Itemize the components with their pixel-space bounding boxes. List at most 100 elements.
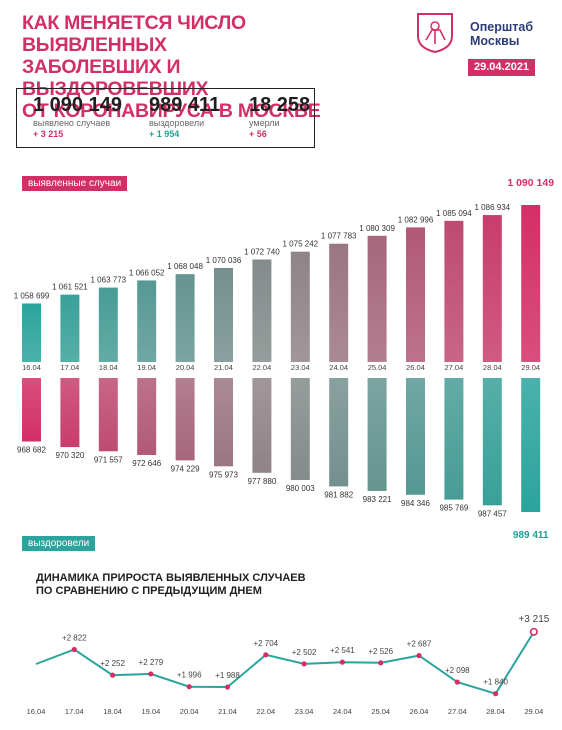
- bar-value-label: 1 090 149: [507, 177, 554, 189]
- stat-delta: + 56: [249, 129, 267, 139]
- bar-recovered: [367, 378, 387, 491]
- bar-value-label: 1 061 521: [52, 283, 88, 292]
- line-point: [148, 671, 154, 677]
- stat-value: 989 411: [149, 94, 221, 116]
- bar-value-label: 970 320: [55, 451, 84, 460]
- title-line: ОТ КОРОНАВИРУСА В МОСКВЕ: [22, 100, 321, 122]
- x-tick-label: 16.04: [22, 363, 41, 372]
- line-point: [378, 660, 384, 666]
- bar-value-label: 972 646: [132, 459, 161, 468]
- bar-value-label: 981 882: [324, 490, 353, 499]
- bar-cases: [482, 215, 502, 362]
- bar-cases: [290, 251, 310, 362]
- line-point: [416, 652, 422, 659]
- bar-value-label: 1 063 773: [91, 276, 127, 285]
- line-value-label: +1 988: [215, 671, 240, 680]
- bar-value-label: 1 085 094: [436, 209, 472, 218]
- bar-value-label: 974 229: [171, 464, 200, 473]
- bar-cases: [367, 235, 387, 362]
- bar-recovered: [329, 378, 349, 487]
- stats-box: 1 090 149 выявлено случаев + 3 215 989 4…: [16, 88, 315, 148]
- bar-cases: [98, 287, 118, 362]
- x-tick-label: 24.04: [329, 363, 348, 372]
- x-tick-label: 20.04: [176, 363, 195, 372]
- x-tick-label: 28.04: [483, 363, 502, 372]
- x-tick-label: 29.04: [521, 363, 540, 372]
- bar-cases: [252, 259, 272, 362]
- x-tick-label: 26.04: [410, 707, 429, 716]
- stat-delta: + 1 954: [149, 129, 180, 139]
- x-tick-label: 17.04: [65, 707, 84, 716]
- line-chart-title-line: ПО СРАВНЕНИЮ С ПРЕДЫДУЩИМ ДНЕМ: [36, 585, 262, 597]
- x-tick-label: 27.04: [448, 707, 467, 716]
- stat-delta: + 3 215: [33, 129, 64, 139]
- page-title: КАК МЕНЯЕТСЯ ЧИСЛО ВЫЯВЛЕННЫХ ЗАБОЛЕВШИХ…: [22, 12, 352, 122]
- bar-recovered: [406, 378, 425, 495]
- bar-recovered: [521, 378, 541, 512]
- x-tick-label: 20.04: [180, 707, 199, 716]
- x-tick-label: 25.04: [371, 707, 390, 716]
- stat-recovered: 989 411 выздоровели + 1 954: [149, 93, 220, 140]
- x-tick-label: 24.04: [333, 707, 352, 716]
- bar-recovered: [214, 378, 233, 467]
- bar-cases: [22, 303, 41, 362]
- x-tick-label: 22.04: [256, 707, 275, 716]
- stat-label: выздоровели: [149, 118, 205, 128]
- x-tick-label: 27.04: [445, 363, 464, 372]
- series-tag-recovered: выздоровели: [22, 536, 96, 551]
- bar-value-label: 984 346: [401, 499, 430, 508]
- line-point: [339, 659, 345, 665]
- brand-name: Оперштаб Москвы: [470, 20, 533, 48]
- line-point: [110, 672, 116, 678]
- x-tick-label: 16.04: [27, 707, 46, 716]
- stat-label: выявлено случаев: [33, 118, 111, 128]
- bar-recovered: [482, 378, 502, 506]
- bar-value-label: 1 070 036: [206, 256, 242, 265]
- line-chart-title: ДИНАМИКА ПРИРОСТА ВЫЯВЛЕННЫХ СЛУЧАЕВ ПО …: [36, 572, 306, 598]
- line-value-label: +2 098: [445, 666, 470, 675]
- line-value-label: +2 502: [292, 648, 317, 657]
- series-tag-cases: выявленные случаи: [22, 176, 128, 191]
- brand-line: Москвы: [470, 34, 520, 48]
- line-value-label: +1 840: [483, 678, 508, 687]
- line-value-label: +2 687: [407, 640, 432, 649]
- x-tick-label: 19.04: [142, 707, 161, 716]
- bar-value-label: 1 086 934: [475, 203, 511, 212]
- bar-value-label: 975 973: [209, 470, 238, 479]
- bar-cases: [329, 243, 349, 362]
- line-point: [186, 684, 192, 690]
- bar-value-label: 971 557: [94, 455, 123, 464]
- line-chart-title-line: ДИНАМИКА ПРИРОСТА ВЫЯВЛЕННЫХ СЛУЧАЕВ: [36, 572, 306, 584]
- bar-value-label: 1 068 048: [167, 262, 203, 271]
- line-value-label: +2 822: [62, 634, 87, 643]
- stat-label: умерли: [249, 118, 280, 128]
- x-tick-label: 18.04: [103, 707, 122, 716]
- bar-value-label: 1 082 996: [398, 215, 434, 224]
- bar-value-label: 985 769: [439, 504, 468, 513]
- bar-value-label: 1 058 699: [14, 291, 50, 300]
- bar-recovered: [444, 378, 464, 500]
- bar-value-label: 989 411: [513, 530, 549, 541]
- x-tick-label: 22.04: [253, 363, 272, 372]
- bar-cases: [214, 267, 233, 362]
- bar-recovered: [252, 378, 272, 473]
- x-tick-label: 18.04: [99, 363, 118, 372]
- brand-line: Оперштаб: [470, 20, 534, 34]
- bar-cases: [444, 220, 464, 362]
- bar-cases: [175, 274, 195, 362]
- title-line: ЗАБОЛЕВШИХ И ВЫЗДОРОВЕВШИХ: [22, 56, 209, 100]
- x-tick-label: 28.04: [486, 707, 505, 716]
- bar-value-label: 1 077 783: [321, 232, 357, 241]
- line-value-label: +2 704: [253, 639, 278, 648]
- line-point: [301, 661, 307, 667]
- x-tick-label: 25.04: [368, 363, 387, 372]
- bar-value-label: 1 080 309: [359, 224, 395, 233]
- line-point: [493, 691, 499, 697]
- bar-value-label: 1 072 740: [244, 248, 280, 257]
- bar-value-label: 1 066 052: [129, 268, 165, 277]
- line-series: [35, 631, 535, 695]
- x-tick-label: 19.04: [137, 363, 156, 372]
- line-value-label: +3 215: [518, 614, 549, 625]
- moscow-coat-of-arms-icon: [417, 13, 453, 54]
- stat-value: 18 258: [249, 94, 311, 116]
